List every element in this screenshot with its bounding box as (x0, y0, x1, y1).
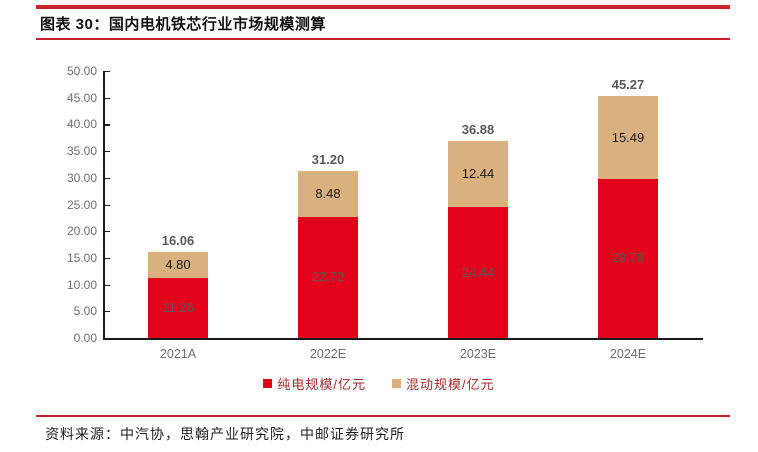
bar-segment-hybrid (448, 141, 508, 208)
y-axis-tick (104, 124, 110, 126)
bar-value-label-pure-ev: 24.44 (461, 264, 495, 280)
bar-value-label-hybrid: 8.48 (315, 186, 341, 202)
bar-segment-pure-ev (448, 207, 508, 338)
y-axis-tick (104, 204, 110, 206)
x-axis-category-label: 2021A (159, 347, 197, 361)
legend-item-hybrid: 混动规模/亿元 (392, 374, 495, 393)
y-axis-tick-label: 45.00 (66, 90, 97, 105)
bar-value-label-hybrid: 12.44 (461, 166, 495, 182)
y-axis-tick (104, 177, 110, 179)
bar-value-label-hybrid: 4.80 (165, 257, 191, 273)
legend-label-hybrid: 混动规模/亿元 (406, 377, 495, 392)
bar-value-label-pure-ev: 29.78 (611, 250, 645, 266)
footer-red-rule (36, 415, 730, 417)
bar-segment-hybrid (148, 252, 208, 278)
legend-swatch-pure-ev (263, 379, 273, 388)
x-axis-category-label: 2023E (459, 347, 497, 361)
bar-segment-hybrid (298, 171, 358, 217)
y-axis-tick-label: 20.00 (66, 224, 97, 239)
y-axis-line (103, 71, 105, 340)
y-axis-tick-label: 10.00 (66, 277, 97, 292)
bar-value-label-pure-ev: 11.26 (162, 299, 194, 315)
bar-segment-hybrid (598, 96, 658, 179)
bar-total-label: 36.88 (461, 122, 495, 138)
y-axis-tick-label: 15.00 (66, 250, 97, 265)
y-axis-tick-label: 35.00 (66, 144, 97, 159)
y-axis-tick-label: 25.00 (66, 197, 97, 212)
top-red-rule (36, 5, 730, 9)
x-axis-category-label: 2022E (309, 347, 347, 361)
legend-label-pure-ev: 纯电规模/亿元 (277, 377, 366, 392)
y-axis-tick (104, 311, 110, 313)
bar-total-label: 45.27 (611, 77, 645, 93)
y-axis-tick (104, 284, 110, 286)
bar-segment-pure-ev (598, 178, 658, 338)
y-axis-tick (104, 71, 110, 73)
legend-item-pure-ev: 纯电规模/亿元 (263, 374, 366, 393)
x-axis-line (103, 338, 703, 340)
y-axis-tick-label: 5.00 (73, 304, 97, 319)
y-axis-tick (104, 257, 110, 260)
y-axis-tick (104, 338, 110, 340)
chart-legend: 纯电规模/亿元 混动规模/亿元 (0, 374, 758, 393)
y-axis-tick (104, 151, 110, 153)
y-axis-tick (104, 97, 110, 99)
bar-segment-pure-ev (148, 277, 208, 338)
bar-total-label: 31.20 (311, 152, 345, 168)
y-axis-tick (104, 231, 110, 233)
bar-segment-pure-ev (298, 216, 358, 338)
legend-swatch-hybrid (392, 379, 401, 388)
x-axis-category-label: 2024E (609, 347, 647, 361)
bar-value-label-hybrid: 15.49 (611, 129, 645, 145)
chart-title: 图表 30：国内电机铁芯行业市场规模测算 (40, 16, 326, 33)
y-axis-tick-label: 50.00 (66, 64, 97, 78)
bar-value-label-pure-ev: 22.72 (311, 269, 345, 285)
y-axis-tick-label: 0.00 (73, 331, 97, 345)
title-underline-rule (36, 38, 730, 40)
y-axis-tick-label: 30.00 (66, 170, 97, 185)
source-attribution: 资料来源：中汽协，思翰产业研究院，中邮证券研究所 (45, 426, 405, 442)
bar-total-label: 16.06 (161, 233, 195, 249)
y-axis-tick-label: 40.00 (66, 117, 97, 132)
